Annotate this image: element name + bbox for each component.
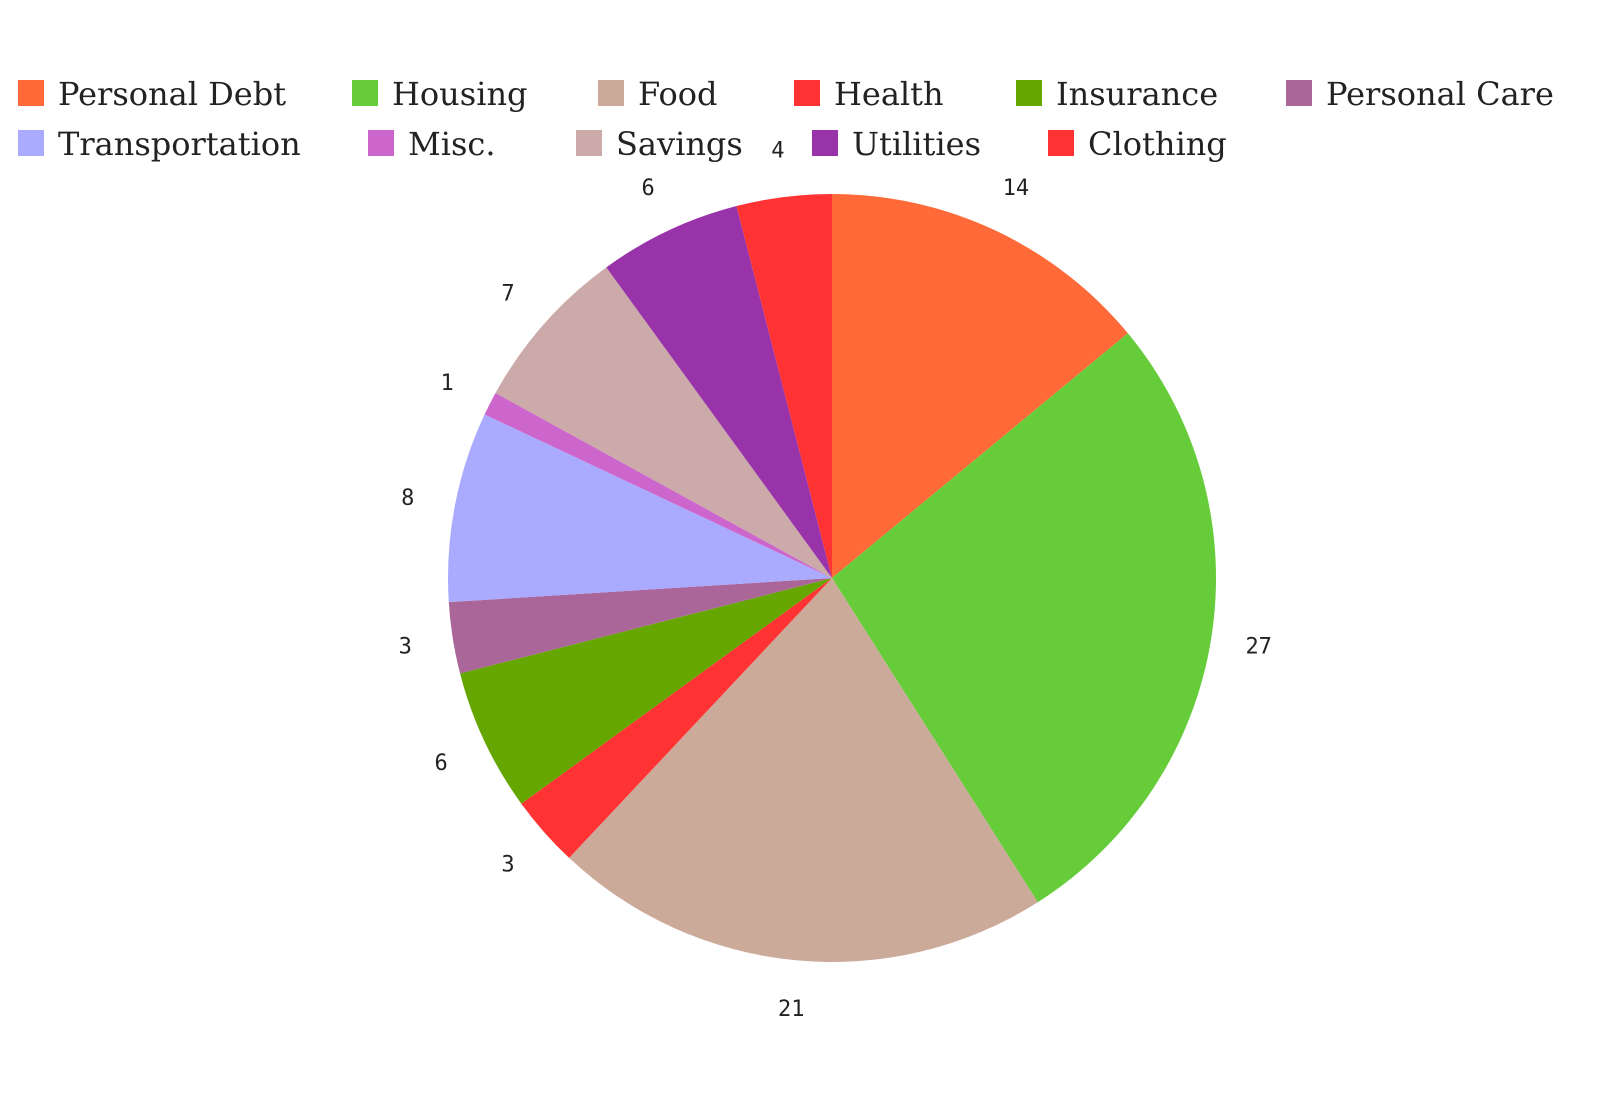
legend-swatch-clothing [1048, 130, 1074, 156]
data-labels: 14 27 21 3 6 3 8 1 7 6 4 [399, 138, 1272, 1022]
legend-swatch-misc [368, 130, 394, 156]
legend-item-health: Health [794, 75, 944, 113]
legend-item-clothing: Clothing [1048, 125, 1227, 163]
legend-item-insurance: Insurance [1016, 75, 1218, 113]
legend-swatch-savings [576, 130, 602, 156]
pie-slice-misc [484, 393, 832, 578]
legend-item-transportation: Transportation [18, 125, 301, 163]
data-label-personal-care: 3 [399, 635, 412, 660]
data-label-clothing: 4 [771, 138, 784, 163]
data-label-savings: 7 [501, 281, 514, 306]
pie-slice-food [569, 578, 1038, 962]
legend-swatch-transportation [18, 130, 44, 156]
legend-item-food: Food [598, 75, 717, 113]
data-label-health: 3 [501, 853, 514, 878]
legend-label-housing: Housing [392, 75, 528, 113]
legend-label-utilities: Utilities [852, 125, 981, 163]
pie-slice-health [521, 578, 832, 858]
legend-swatch-utilities [812, 130, 838, 156]
data-label-food: 21 [778, 997, 805, 1022]
data-label-personal-debt: 14 [1003, 176, 1030, 201]
legend-item-savings: Savings [576, 125, 743, 163]
data-label-misc: 1 [440, 371, 453, 396]
pie-slices [448, 194, 1217, 962]
legend-swatch-housing [352, 80, 378, 106]
data-label-transportation: 8 [401, 486, 414, 511]
legend-item-utilities: Utilities [812, 125, 981, 163]
pie-slice-personal-debt [832, 194, 1128, 578]
legend: Personal Debt Housing Food Health Insurance P… [18, 75, 1554, 163]
pie-slice-clothing [736, 194, 832, 578]
data-label-housing: 27 [1245, 635, 1272, 660]
legend-swatch-personal-debt [18, 80, 44, 106]
legend-swatch-personal-care [1286, 80, 1312, 106]
legend-label-insurance: Insurance [1056, 75, 1218, 113]
data-label-utilities: 6 [641, 176, 654, 201]
legend-item-misc: Misc. [368, 125, 496, 163]
legend-label-transportation: Transportation [58, 125, 301, 163]
pie-slice-housing [832, 333, 1217, 903]
pie-slice-savings [495, 267, 832, 578]
pie-slice-personal-care [448, 578, 832, 674]
legend-label-misc: Misc. [408, 125, 496, 163]
legend-swatch-health [794, 80, 820, 106]
legend-swatch-insurance [1016, 80, 1042, 106]
legend-label-clothing: Clothing [1088, 125, 1227, 163]
pie-slice-transportation [448, 414, 832, 603]
legend-item-personal-debt: Personal Debt [18, 75, 286, 113]
legend-item-housing: Housing [352, 75, 528, 113]
legend-swatch-food [598, 80, 624, 106]
pie-slice-insurance [460, 578, 832, 804]
legend-label-personal-debt: Personal Debt [58, 75, 286, 113]
legend-label-personal-care: Personal Care [1326, 75, 1554, 113]
legend-label-savings: Savings [616, 125, 743, 163]
legend-item-personal-care: Personal Care [1286, 75, 1554, 113]
legend-label-health: Health [834, 75, 944, 113]
legend-label-food: Food [638, 75, 717, 113]
data-label-insurance: 6 [434, 751, 447, 776]
pie-slice-utilities [606, 206, 832, 578]
